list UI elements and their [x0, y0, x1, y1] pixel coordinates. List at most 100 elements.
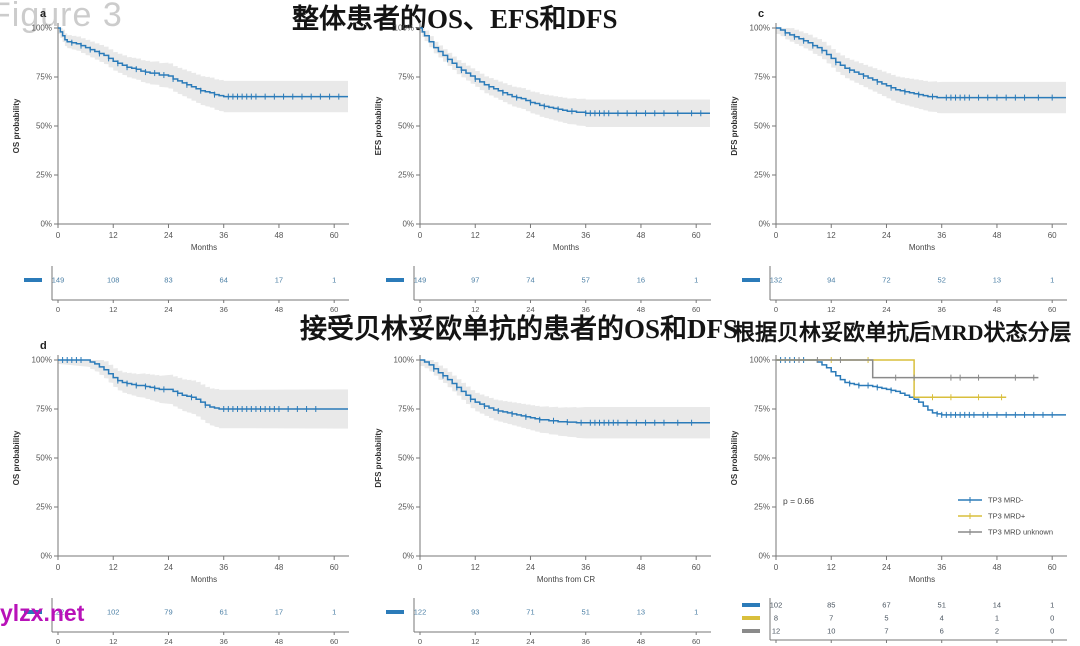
risk-count: 93: [471, 608, 479, 617]
x-tick-label: 0: [418, 563, 423, 572]
risk-x-tick-label: 36: [938, 305, 946, 314]
risk-count: 94: [827, 276, 835, 285]
y-tick-label: 100%: [32, 356, 52, 365]
risk-x-tick-label: 24: [526, 637, 534, 646]
risk-x-tick-label: 24: [164, 637, 172, 646]
risk-count: 102: [107, 608, 120, 617]
x-tick-label: 12: [827, 231, 836, 240]
risk-count: 13: [993, 276, 1001, 285]
risk-count: 51: [938, 601, 946, 610]
risk-table: 122 102 79 61 17 1 0 12 24 36 48 60: [24, 598, 349, 646]
risk-count: 1: [1050, 276, 1054, 285]
risk-count: 83: [164, 276, 172, 285]
risk-x-tick-label: 48: [637, 305, 645, 314]
risk-count: 97: [471, 276, 479, 285]
y-tick-label: 0%: [758, 552, 770, 561]
risk-count: 102: [770, 601, 783, 610]
km-panel-os-mrd-strata: 100% 75% 50% 25% 0% 0 12 24 36 48 60 Months OS proba…: [726, 336, 1080, 646]
p-value: p = 0.66: [783, 496, 814, 506]
risk-count: 149: [52, 276, 65, 285]
risk-count: 8: [774, 614, 778, 623]
risk-count: 79: [164, 608, 172, 617]
risk-x-tick-label: 36: [220, 305, 228, 314]
x-tick-label: 36: [581, 231, 590, 240]
risk-count: 122: [52, 608, 65, 617]
risk-count: 16: [637, 276, 645, 285]
x-tick-label: 36: [581, 563, 590, 572]
x-tick-label: 60: [330, 563, 339, 572]
km-plot: 100% 75% 50% 25% 0% 0 12 24 36 48 60 Months OS proba…: [730, 355, 1067, 584]
x-axis-title: Months: [909, 243, 935, 252]
y-tick-label: 25%: [754, 503, 770, 512]
risk-count: 51: [582, 608, 590, 617]
y-tick-label: 75%: [36, 73, 52, 82]
y-axis-title: OS probability: [12, 98, 21, 153]
y-tick-label: 75%: [754, 405, 770, 414]
x-tick-label: 24: [526, 563, 535, 572]
risk-x-tick-label: 48: [637, 637, 645, 646]
y-tick-label: 75%: [36, 405, 52, 414]
y-tick-label: 50%: [36, 454, 52, 463]
x-tick-label: 0: [56, 231, 61, 240]
risk-count: 1: [332, 276, 336, 285]
risk-x-tick-label: 24: [882, 305, 890, 314]
confidence-band: [776, 28, 1066, 114]
risk-x-tick-label: 12: [471, 637, 479, 646]
risk-count: 7: [884, 627, 888, 636]
y-tick-label: 0%: [40, 552, 52, 561]
x-tick-label: 24: [164, 563, 173, 572]
x-axis-title: Months: [191, 243, 217, 252]
risk-count: 108: [107, 276, 120, 285]
x-tick-label: 60: [1048, 231, 1057, 240]
x-tick-label: 24: [526, 231, 535, 240]
risk-x-tick-label: 36: [220, 637, 228, 646]
x-tick-label: 24: [882, 563, 891, 572]
x-tick-label: 48: [636, 563, 645, 572]
x-tick-label: 36: [219, 563, 228, 572]
y-tick-label: 100%: [32, 24, 52, 33]
risk-x-tick-label: 24: [164, 305, 172, 314]
risk-x-tick-label: 24: [526, 305, 534, 314]
risk-count: 122: [414, 608, 427, 617]
y-tick-label: 50%: [398, 122, 414, 131]
confidence-band: [420, 360, 710, 439]
risk-x-tick-label: 48: [275, 305, 283, 314]
section-title-mrd-strata: 根据贝林妥欧单抗后MRD状态分层: [733, 320, 1072, 345]
x-tick-label: 36: [219, 231, 228, 240]
panel-letter: c: [758, 8, 764, 20]
x-tick-label: 12: [471, 231, 480, 240]
risk-x-tick-label: 60: [692, 637, 700, 646]
x-tick-label: 12: [827, 563, 836, 572]
risk-x-tick-label: 12: [827, 305, 835, 314]
x-tick-label: 12: [471, 563, 480, 572]
km-panel-os-blinatumomab: 100% 75% 50% 25% 0% 0 12 24 36 48 60 Months OS proba…: [8, 336, 364, 646]
risk-x-tick-label: 60: [330, 305, 338, 314]
x-axis-title: Months: [909, 575, 935, 584]
x-tick-label: 24: [882, 231, 891, 240]
risk-count: 71: [526, 608, 534, 617]
risk-count: 52: [938, 276, 946, 285]
risk-count: 10: [827, 627, 835, 636]
y-tick-label: 0%: [402, 220, 414, 229]
risk-x-tick-label: 48: [275, 637, 283, 646]
risk-count: 67: [882, 601, 890, 610]
risk-count: 74: [526, 276, 534, 285]
risk-table: 122 93 71 51 13 1 0 12 24 36 48 60: [386, 598, 711, 646]
y-tick-label: 25%: [36, 503, 52, 512]
risk-x-tick-label: 12: [109, 305, 117, 314]
km-plot: 100% 75% 50% 25% 0% 0 12 24 36 48 60 Months DFS prob…: [730, 8, 1067, 252]
x-tick-label: 36: [937, 231, 946, 240]
x-tick-label: 0: [56, 563, 61, 572]
risk-count: 1: [1050, 601, 1054, 610]
y-tick-label: 50%: [754, 122, 770, 131]
risk-x-tick-label: 60: [330, 637, 338, 646]
confidence-band: [58, 28, 348, 113]
y-tick-label: 100%: [750, 356, 770, 365]
risk-count: 13: [637, 608, 645, 617]
risk-count: 6: [940, 627, 944, 636]
confidence-band: [420, 28, 710, 127]
risk-table: 132 94 72 52 13 1 0 12 24 36 48 60: [742, 266, 1067, 314]
risk-count: 4: [940, 614, 944, 623]
x-tick-label: 60: [692, 231, 701, 240]
risk-x-tick-label: 60: [692, 305, 700, 314]
